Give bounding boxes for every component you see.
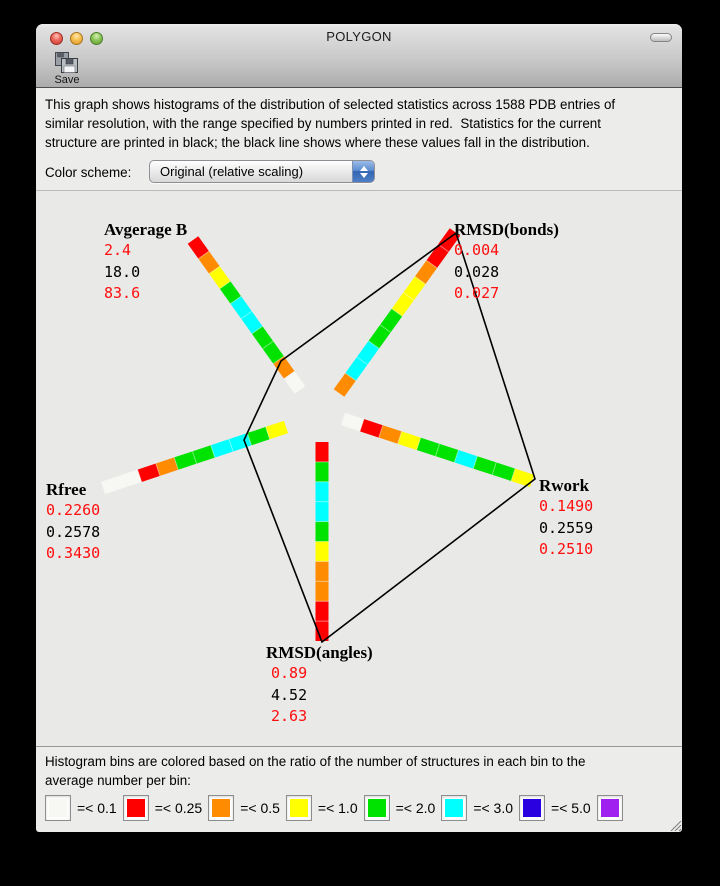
toolbar-toggle-button[interactable]	[650, 33, 672, 42]
legend-caption-line: average number per bin:	[45, 773, 191, 788]
axis-max-value: 0.3430	[46, 544, 101, 562]
color-scheme-selected-value: Original (relative scaling)	[160, 164, 304, 179]
description-line: structure are printed in black; the blac…	[45, 135, 590, 150]
window-title: POLYGON	[326, 29, 392, 44]
legend-item: =< 3.0	[441, 795, 513, 821]
legend-swatch-orange	[208, 795, 235, 821]
save-button[interactable]: Save	[46, 50, 88, 86]
axis-rwork: Rwork 0.1490 0.2559 0.2510	[539, 476, 593, 561]
axis-name: RMSD(bonds)	[454, 220, 559, 239]
axis-name: Avgerage B	[104, 220, 188, 239]
axis-name: RMSD(angles)	[266, 643, 373, 662]
legend-item	[596, 795, 623, 821]
axis-current-value: 0.2559	[539, 518, 594, 537]
legend-item: =< 1.0	[285, 795, 358, 821]
axis-histogram-bar	[100, 420, 289, 495]
axis-current-value: 0.2578	[46, 522, 101, 541]
axis-avgerage-b: Avgerage B 2.4 18.0 83.6	[104, 220, 187, 305]
legend-swatch-red	[122, 795, 149, 821]
legend-item: =< 5.0	[519, 795, 591, 821]
legend-label: =< 0.5	[240, 800, 280, 816]
legend-caption-line: Histogram bins are colored based on the …	[45, 754, 586, 769]
axis-max-value: 2.63	[271, 707, 308, 725]
legend-label: =< 3.0	[473, 800, 514, 816]
legend-caption: Histogram bins are colored based on the …	[45, 752, 677, 790]
axis-min-value: 0.004	[454, 241, 500, 259]
description-line: similar resolution, with the range speci…	[45, 116, 601, 131]
legend-item: =< 2.0	[363, 795, 436, 821]
axis-rmsd-angles: RMSD(angles) 0.89 4.52 2.63	[266, 643, 373, 728]
polygon-plot: Avgerage B 2.4 18.0 83.6 RMSD(bonds) 0.0…	[36, 190, 682, 747]
axis-current-value: 0.028	[454, 262, 500, 281]
zoom-button[interactable]	[90, 32, 103, 45]
dropdown-stepper-icon	[352, 161, 374, 182]
axis-min-value: 0.89	[271, 664, 308, 682]
legend-label: =< 2.0	[395, 800, 436, 816]
axis-min-value: 0.1490	[539, 497, 594, 515]
axis-histogram-bar	[187, 236, 306, 394]
axis-max-value: 83.6	[104, 284, 141, 302]
legend-swatch-white	[45, 795, 71, 821]
axis-histogram-bar	[333, 228, 461, 397]
description-line: This graph shows histograms of the distr…	[45, 97, 616, 112]
axis-name: Rwork	[539, 476, 590, 495]
axis-current-value: 4.52	[271, 685, 308, 704]
legend-swatch-purple	[596, 795, 623, 821]
save-floppy-icon	[54, 50, 80, 74]
polygon-window: POLYGON Save This graph shows histograms…	[36, 24, 682, 832]
legend-label: =< 0.25	[154, 800, 203, 816]
legend-label: =< 1.0	[317, 800, 358, 816]
legend-item: =< 0.5	[208, 795, 280, 821]
resize-grip[interactable]	[668, 818, 681, 831]
description-text: This graph shows histograms of the distr…	[45, 95, 677, 152]
color-scheme-dropdown[interactable]: Original (relative scaling)	[149, 160, 375, 183]
distribution-polygon-line	[243, 231, 536, 644]
axis-rmsd-bonds: RMSD(bonds) 0.004 0.028 0.027	[454, 220, 559, 305]
title-bar[interactable]: POLYGON Save	[36, 24, 682, 88]
axis-min-value: 2.4	[104, 241, 132, 259]
axis-current-value: 18.0	[104, 262, 141, 281]
color-scheme-label: Color scheme:	[45, 165, 132, 180]
axis-histogram-bar	[315, 442, 329, 641]
axis-min-value: 0.2260	[46, 501, 101, 519]
axis-max-value: 0.2510	[539, 540, 594, 558]
polygon-plot-canvas	[100, 228, 536, 644]
close-button[interactable]	[50, 32, 63, 45]
legend-label: =< 5.0	[551, 800, 591, 816]
legend-row: =< 0.1 =< 0.25 =< 0.5 =< 1.0 =< 2.0 =< 3.0 =< …	[45, 795, 623, 821]
legend-swatch-cyan	[441, 795, 468, 821]
save-button-label: Save	[54, 74, 80, 86]
axis-name: Rfree	[46, 480, 87, 499]
axis-rfree: Rfree 0.2260 0.2578 0.3430	[46, 480, 100, 565]
minimize-button[interactable]	[70, 32, 83, 45]
legend-swatch-green	[363, 795, 390, 821]
legend-item: =< 0.1	[45, 795, 117, 821]
legend-item: =< 0.25	[122, 795, 203, 821]
legend-swatch-yellow	[285, 795, 312, 821]
legend-label: =< 0.1	[77, 800, 117, 816]
axis-max-value: 0.027	[454, 284, 500, 302]
legend-swatch-blue	[519, 795, 546, 821]
axis-histogram-bar	[340, 412, 535, 488]
